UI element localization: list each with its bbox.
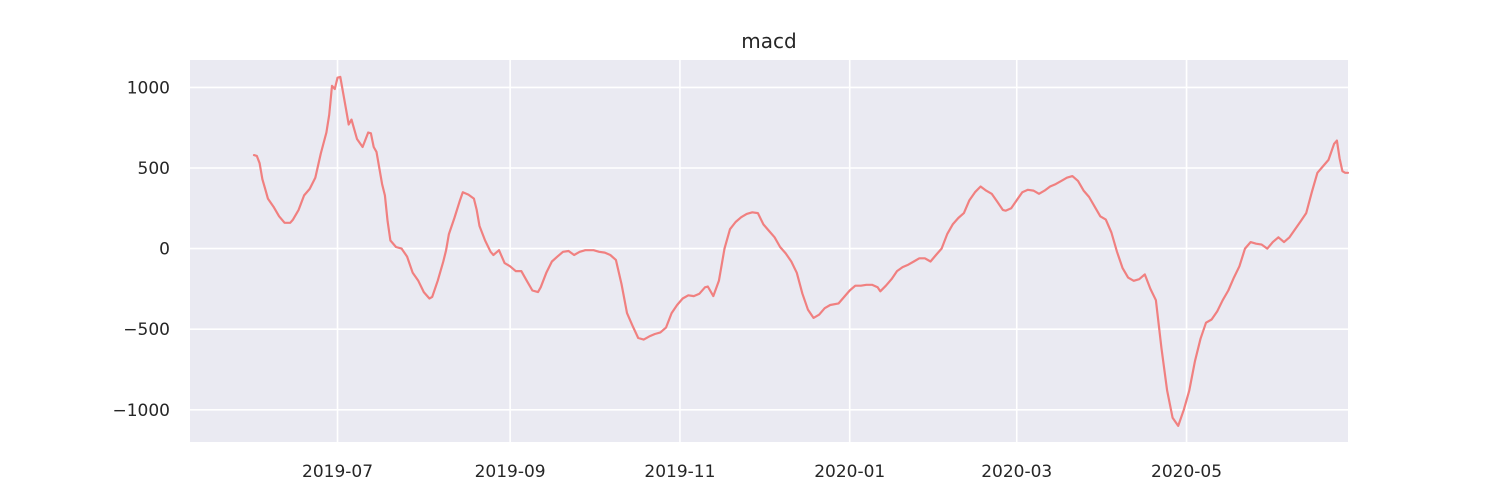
plot-area <box>190 60 1348 442</box>
grid <box>190 60 1348 442</box>
x-tick-label: 2020-01 <box>814 462 885 482</box>
macd-series-line <box>252 75 1350 427</box>
y-axis-ticks: −1000 −500 0 500 1000 <box>112 78 170 420</box>
chart-title: macd <box>741 29 796 53</box>
x-axis-ticks: 2019-07 2019-09 2019-11 2020-01 2020-03 2020-… <box>302 462 1222 482</box>
x-tick-label: 2020-05 <box>1151 462 1222 482</box>
x-tick-label: 2019-09 <box>475 462 546 482</box>
y-tick-label: 1000 <box>127 78 170 98</box>
y-tick-label: 0 <box>159 240 170 260</box>
x-tick-label: 2019-07 <box>302 462 373 482</box>
x-tick-label: 2019-11 <box>644 462 715 482</box>
series-layer <box>252 75 1350 427</box>
y-tick-label: −1000 <box>112 401 170 421</box>
y-tick-label: 500 <box>138 159 170 179</box>
x-tick-label: 2020-03 <box>981 462 1052 482</box>
y-tick-label: −500 <box>123 320 170 340</box>
